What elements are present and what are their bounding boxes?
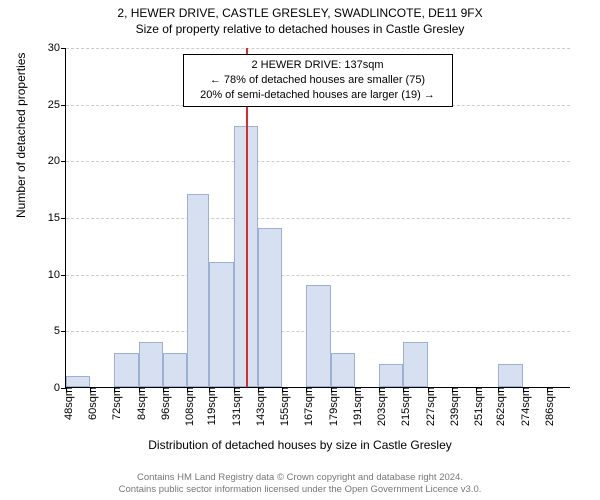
histogram-bar (163, 353, 187, 387)
x-tick-label: 96sqm (154, 387, 172, 420)
histogram-bar (187, 194, 209, 387)
x-tick-label: 48sqm (57, 387, 75, 420)
histogram-bar (114, 353, 138, 387)
gridline (66, 161, 570, 162)
x-tick-label: 239sqm (443, 387, 461, 426)
histogram-bar (403, 342, 427, 387)
x-tick-label: 203sqm (370, 387, 388, 426)
histogram-bar (379, 364, 403, 387)
annotation-line3: 20% of semi-detached houses are larger (… (190, 88, 446, 103)
y-axis-label: Number of detached properties (14, 53, 28, 218)
y-tick-mark (61, 161, 66, 162)
histogram-bar (331, 353, 355, 387)
y-tick-mark (61, 105, 66, 106)
x-tick-label: 155sqm (273, 387, 291, 426)
gridline (66, 48, 570, 49)
x-tick-label: 143sqm (249, 387, 267, 426)
gridline (66, 275, 570, 276)
gridline (66, 218, 570, 219)
title-subtitle: Size of property relative to detached ho… (0, 20, 600, 36)
y-tick-mark (61, 275, 66, 276)
x-tick-label: 227sqm (419, 387, 437, 426)
x-tick-label: 72sqm (105, 387, 123, 420)
y-tick-mark (61, 331, 66, 332)
x-tick-label: 167sqm (297, 387, 315, 426)
histogram-bar (498, 364, 522, 387)
histogram-bar (258, 228, 282, 387)
title-address: 2, HEWER DRIVE, CASTLE GRESLEY, SWADLINC… (0, 0, 600, 20)
x-tick-label: 286sqm (538, 387, 556, 426)
x-tick-label: 119sqm (200, 387, 218, 425)
chart-area: 05101520253048sqm60sqm72sqm84sqm96sqm108… (65, 48, 570, 388)
x-tick-label: 262sqm (489, 387, 507, 426)
footer-line2: Contains public sector information licen… (0, 484, 600, 496)
y-tick-mark (61, 218, 66, 219)
x-tick-label: 60sqm (81, 387, 99, 420)
x-tick-label: 131sqm (225, 387, 243, 426)
footer-attribution: Contains HM Land Registry data © Crown c… (0, 472, 600, 496)
annotation-box: 2 HEWER DRIVE: 137sqm ← 78% of detached … (183, 54, 453, 107)
x-tick-label: 215sqm (394, 387, 412, 426)
x-tick-label: 108sqm (178, 387, 196, 426)
x-tick-label: 179sqm (322, 387, 340, 426)
histogram-bar (306, 285, 330, 387)
histogram-bar (209, 262, 233, 387)
x-tick-label: 274sqm (514, 387, 532, 426)
annotation-line1: 2 HEWER DRIVE: 137sqm (190, 58, 446, 73)
annotation-line2: ← 78% of detached houses are smaller (75… (190, 73, 446, 88)
footer-line1: Contains HM Land Registry data © Crown c… (0, 472, 600, 484)
x-tick-label: 84sqm (130, 387, 148, 420)
x-tick-label: 191sqm (346, 387, 364, 426)
x-axis-label: Distribution of detached houses by size … (0, 438, 600, 452)
histogram-bar (66, 376, 90, 387)
y-tick-mark (61, 48, 66, 49)
histogram-bar (139, 342, 163, 387)
x-tick-label: 251sqm (467, 387, 485, 426)
